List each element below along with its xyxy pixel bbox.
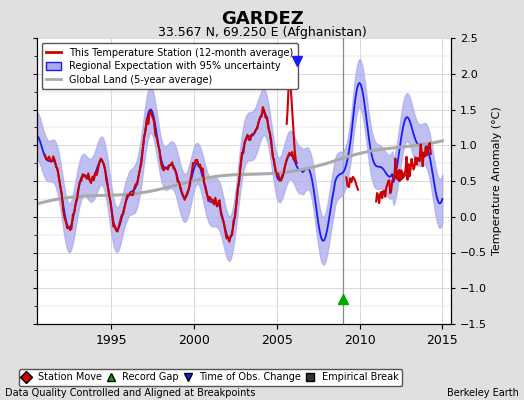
Text: Data Quality Controlled and Aligned at Breakpoints: Data Quality Controlled and Aligned at B…: [5, 388, 256, 398]
Text: Berkeley Earth: Berkeley Earth: [447, 388, 519, 398]
Text: GARDEZ: GARDEZ: [221, 10, 303, 28]
Y-axis label: Temperature Anomaly (°C): Temperature Anomaly (°C): [492, 107, 502, 255]
Legend: Station Move, Record Gap, Time of Obs. Change, Empirical Break: Station Move, Record Gap, Time of Obs. C…: [19, 368, 402, 386]
Text: 33.567 N, 69.250 E (Afghanistan): 33.567 N, 69.250 E (Afghanistan): [158, 26, 366, 39]
